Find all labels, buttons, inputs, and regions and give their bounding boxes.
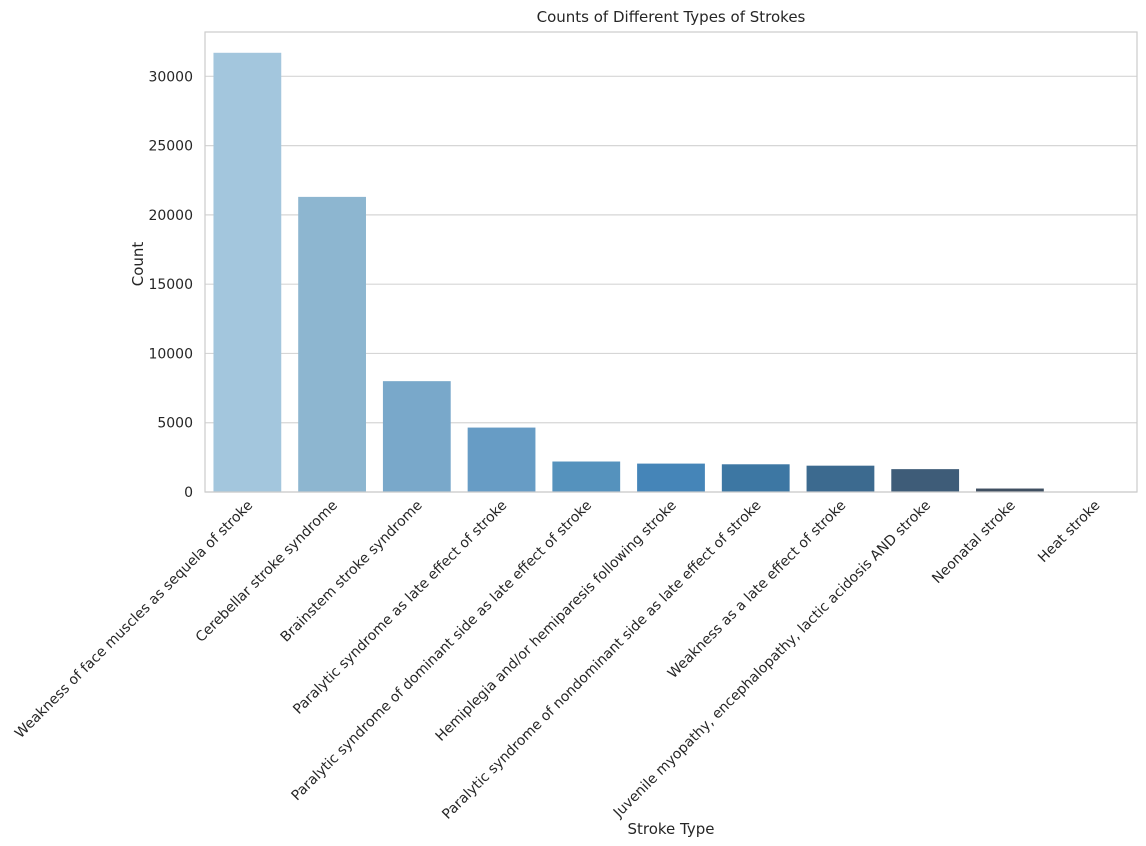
bars [213,52,1129,492]
bar [467,427,536,492]
y-tick-label: 15000 [148,277,193,293]
y-tick-label: 0 [184,485,193,501]
y-tick-labels: 0 5000 10000 15000 20000 25000 30000 [148,69,193,501]
y-tick-label: 5000 [157,416,193,432]
bar [806,465,875,492]
y-tick-label: 30000 [148,69,193,85]
x-axis-label: Stroke Type [627,820,714,838]
bar [721,464,790,492]
bar [552,461,621,492]
y-tick-label: 10000 [148,346,193,362]
bar [976,488,1044,492]
plot-frame [204,31,1138,493]
bar [213,52,282,492]
y-axis-label: Count [129,242,147,287]
bar [298,196,366,492]
bar [891,469,960,492]
chart-title: Counts of Different Types of Strokes [537,8,806,26]
y-tick-label: 25000 [148,139,193,155]
y-tick-label: 20000 [148,208,193,224]
bar [382,381,451,492]
bar [637,463,705,492]
